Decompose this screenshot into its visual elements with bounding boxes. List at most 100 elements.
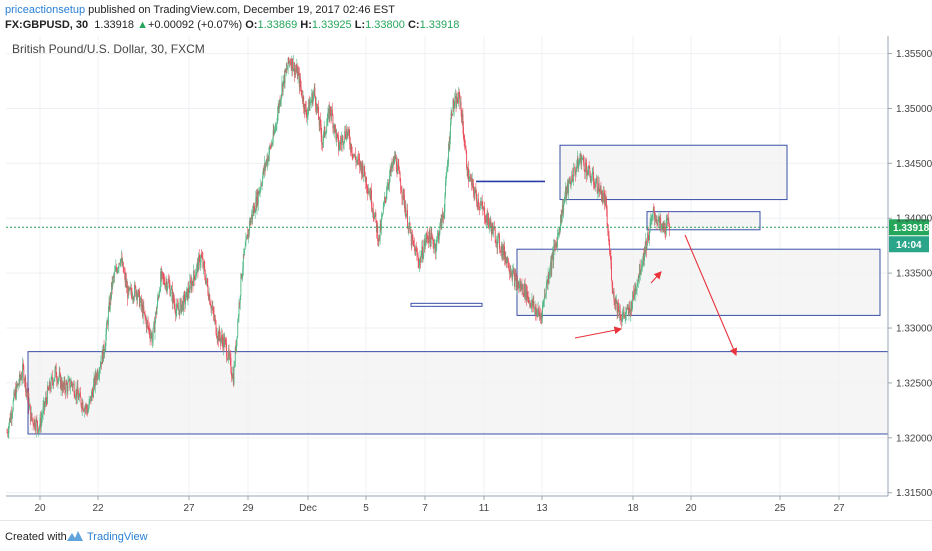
candle-body [226, 356, 228, 360]
candle-body [262, 168, 264, 176]
candle-body [406, 210, 408, 215]
candle-body [273, 130, 275, 135]
candle-body [351, 144, 353, 154]
tradingview-logo-icon[interactable] [66, 529, 84, 546]
candle-body [479, 204, 481, 209]
candle-body [353, 154, 355, 156]
candle-body [412, 240, 414, 242]
candle-body [466, 167, 468, 176]
candle-body [10, 413, 12, 422]
candle-body [390, 168, 392, 173]
candle-body [340, 143, 342, 145]
candle-body [568, 179, 570, 194]
candle-body [213, 313, 215, 320]
candle-body [367, 189, 369, 193]
candle-body [381, 215, 383, 219]
candle-body [111, 282, 113, 287]
candle-body [469, 176, 471, 179]
candle-body [292, 58, 293, 71]
candle-body [109, 302, 111, 310]
candle-body [124, 272, 126, 283]
candle-body [547, 279, 548, 283]
candle-body [517, 282, 519, 288]
candle-body [280, 94, 282, 100]
candle-body [480, 204, 482, 206]
candlestick-chart[interactable]: 1.33918 14:04 20 22 27 29 Dec 5 7 11 13 18 20 25 27 1.… [0, 36, 932, 520]
candle-body [92, 392, 94, 398]
candle-body [181, 304, 183, 313]
candle-body [150, 335, 152, 339]
candle-body [445, 181, 446, 197]
candle-body [262, 175, 264, 185]
candle-body [400, 181, 402, 191]
candle-body [579, 160, 581, 162]
candle-body [125, 279, 127, 283]
candle-body [430, 232, 432, 247]
candle-body [486, 214, 488, 225]
symbol-label[interactable]: FX:GBPUSD, 30 [5, 19, 89, 31]
candle-body [210, 305, 212, 309]
candle-body [178, 309, 180, 315]
candle-body [95, 373, 97, 379]
candle-body [542, 301, 544, 305]
candle-body [597, 191, 599, 193]
candle-body [354, 154, 356, 156]
candle-body [185, 300, 186, 305]
candle-body [80, 397, 82, 405]
candle-body [459, 102, 461, 103]
y-tick-label: 1.33000 [896, 324, 932, 335]
chart-area[interactable]: 1.33918 14:04 20 22 27 29 Dec 5 7 11 13 18 20 25 27 1.… [0, 36, 932, 520]
candle-body [627, 307, 629, 309]
candle-body [45, 397, 47, 404]
candle-body [453, 99, 455, 110]
candle-body [650, 221, 652, 223]
candle-body [151, 333, 153, 343]
candle-body [232, 373, 234, 379]
candle-body [71, 383, 73, 388]
candle-body [325, 132, 327, 134]
candle-body [125, 279, 127, 288]
candle-body [468, 168, 469, 181]
tradingview-link[interactable]: TradingView [87, 531, 148, 543]
high-value: 1.33925 [311, 19, 352, 31]
candle-body [57, 379, 59, 383]
candle-body [356, 160, 357, 163]
candle-body [10, 413, 12, 419]
candle-body [500, 251, 502, 253]
candle-body [293, 62, 295, 75]
candle-body [377, 241, 379, 242]
candle-body [521, 284, 523, 290]
candle-body [84, 407, 86, 412]
candle-body [40, 418, 42, 428]
candle-body [342, 136, 344, 146]
candle-body [255, 197, 257, 212]
candle-body [283, 75, 285, 84]
candle-body [490, 220, 492, 227]
candle-body [114, 271, 116, 277]
countdown-text: 14:04 [896, 240, 922, 251]
arrow-demand-test [574, 326, 623, 339]
candle-body [174, 304, 176, 311]
candle-body [575, 169, 577, 175]
candle-body [225, 339, 227, 344]
candle-body [386, 189, 388, 193]
author-link[interactable]: priceactionsetup [5, 4, 86, 16]
candle-body [297, 66, 298, 79]
candle-body [32, 418, 33, 420]
candle-body [514, 275, 516, 287]
x-tick-label: 20 [34, 503, 46, 514]
candle-body [283, 75, 285, 81]
candle-body [389, 168, 391, 177]
candle-body [301, 89, 303, 97]
candle-body [304, 103, 306, 113]
candle-body [629, 310, 631, 316]
candle-body [641, 265, 643, 267]
candle-body [346, 128, 348, 139]
candle-body [566, 183, 568, 188]
candle-body [213, 307, 214, 314]
candle-body [39, 418, 41, 428]
candle-body [522, 284, 524, 295]
candle-body [434, 244, 436, 246]
candle-body [489, 223, 491, 228]
candle-body [207, 284, 209, 295]
